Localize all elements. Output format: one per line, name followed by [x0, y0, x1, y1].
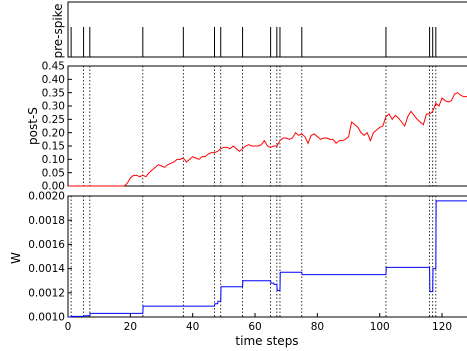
- pre-spike-panel: [67, 1, 467, 58]
- post-s-panel: 0.00 0.050.100.15 0.200.250.30 0.350.400.45: [42, 61, 467, 193]
- y-tick-label: 0.0016: [28, 239, 65, 251]
- x-tick-label: 100: [370, 321, 390, 333]
- y-tick-label: 0.10: [42, 154, 65, 166]
- y-tick-label: 0.0014: [28, 263, 65, 275]
- y-tick-label: 0.30: [42, 101, 65, 113]
- time-steps-xlabel: time steps: [235, 334, 298, 348]
- x-tick-label: 60: [248, 321, 261, 333]
- y-tick-label: 0.0018: [28, 215, 65, 227]
- weight-frame: [67, 195, 467, 318]
- pre-spike-frame: [67, 1, 467, 58]
- weight-ylabel: W: [9, 252, 23, 264]
- x-tick-label: 0: [65, 321, 72, 333]
- weight-panel: 0.0010 0.0012 0.0014 0.0016 0.0018 0.0020 0 20 4…: [28, 191, 467, 333]
- y-tick-label: 0.00: [42, 181, 65, 193]
- x-tick-label: 40: [186, 321, 199, 333]
- y-tick-label: 0.0012: [28, 287, 65, 299]
- y-tick-label: 0.35: [42, 87, 65, 99]
- y-tick-label: 0.05: [42, 167, 65, 179]
- x-tick-label: 80: [311, 321, 324, 333]
- x-tick-label: 20: [124, 321, 137, 333]
- y-tick-label: 0.20: [42, 127, 65, 139]
- y-tick-label: 0.40: [42, 74, 65, 86]
- y-tick-label: 0.0020: [28, 191, 65, 203]
- post-s-series-line: [68, 92, 467, 187]
- y-tick-label: 0.0010: [28, 312, 65, 324]
- y-tick-label: 0.15: [42, 141, 65, 153]
- post-s-ylabel: post-S: [26, 107, 40, 145]
- weight-series-line: [68, 200, 467, 318]
- post-s-frame: [67, 65, 467, 187]
- y-tick-label: 0.25: [42, 114, 65, 126]
- pre-spike-ylabel: pre-spike: [51, 3, 65, 58]
- x-tick-label: 120: [432, 321, 452, 333]
- y-tick-label: 0.45: [42, 61, 65, 73]
